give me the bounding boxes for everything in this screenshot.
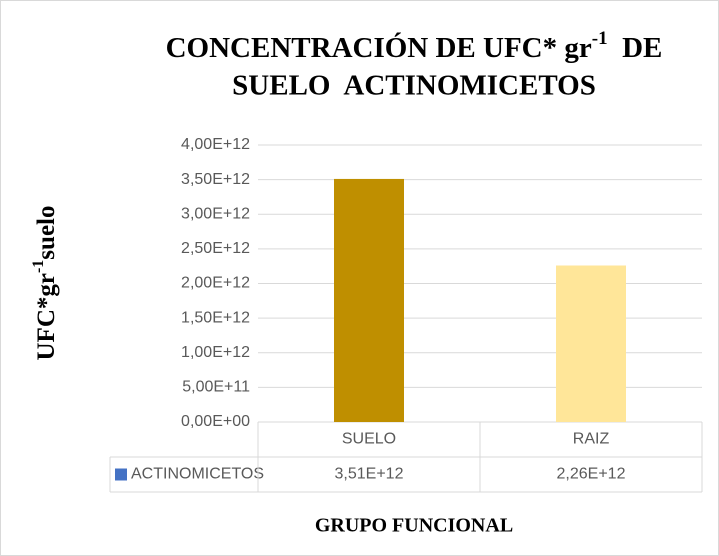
y-tick-label: 3,00E+12: [181, 205, 250, 222]
y-tick-label: 2,00E+12: [181, 275, 250, 292]
y-tick-label: 0,00E+00: [181, 413, 250, 430]
legend-label: ACTINOMICETOS: [131, 466, 264, 483]
y-tick-label: 1,00E+12: [181, 344, 250, 361]
bar: [334, 178, 404, 422]
bar: [556, 265, 626, 422]
y-label-text-after: suelo: [33, 206, 60, 260]
x-tick-label: RAIZ: [573, 431, 610, 448]
legend-swatch: [115, 468, 127, 481]
y-tick-label: 4,00E+12: [181, 136, 250, 153]
title-text: CONCENTRACIÓN DE UFC* gr: [166, 31, 592, 64]
data-table-value: 3,51E+12: [335, 466, 404, 483]
y-tick-label: 2,50E+12: [181, 240, 250, 257]
y-label-superscript: -1: [30, 260, 47, 273]
title-superscript: -1: [592, 28, 608, 49]
x-axis-label: GRUPO FUNCIONAL: [315, 515, 513, 537]
chart-title: CONCENTRACIÓN DE UFC* gr-1 DE: [166, 28, 663, 63]
y-tick-label: 3,50E+12: [181, 171, 250, 188]
y-axis-label: UFC*gr-1suelo: [30, 206, 60, 361]
data-table-value: 2,26E+12: [557, 466, 626, 483]
title-text-after: DE: [608, 32, 663, 64]
chart-title-line2: SUELO ACTINOMICETOS: [232, 70, 596, 102]
y-tick-label: 5,00E+11: [182, 379, 250, 396]
y-tick-label: 1,50E+12: [181, 309, 250, 326]
x-tick-label: SUELO: [342, 431, 396, 448]
y-label-text: UFC*gr: [33, 273, 60, 360]
